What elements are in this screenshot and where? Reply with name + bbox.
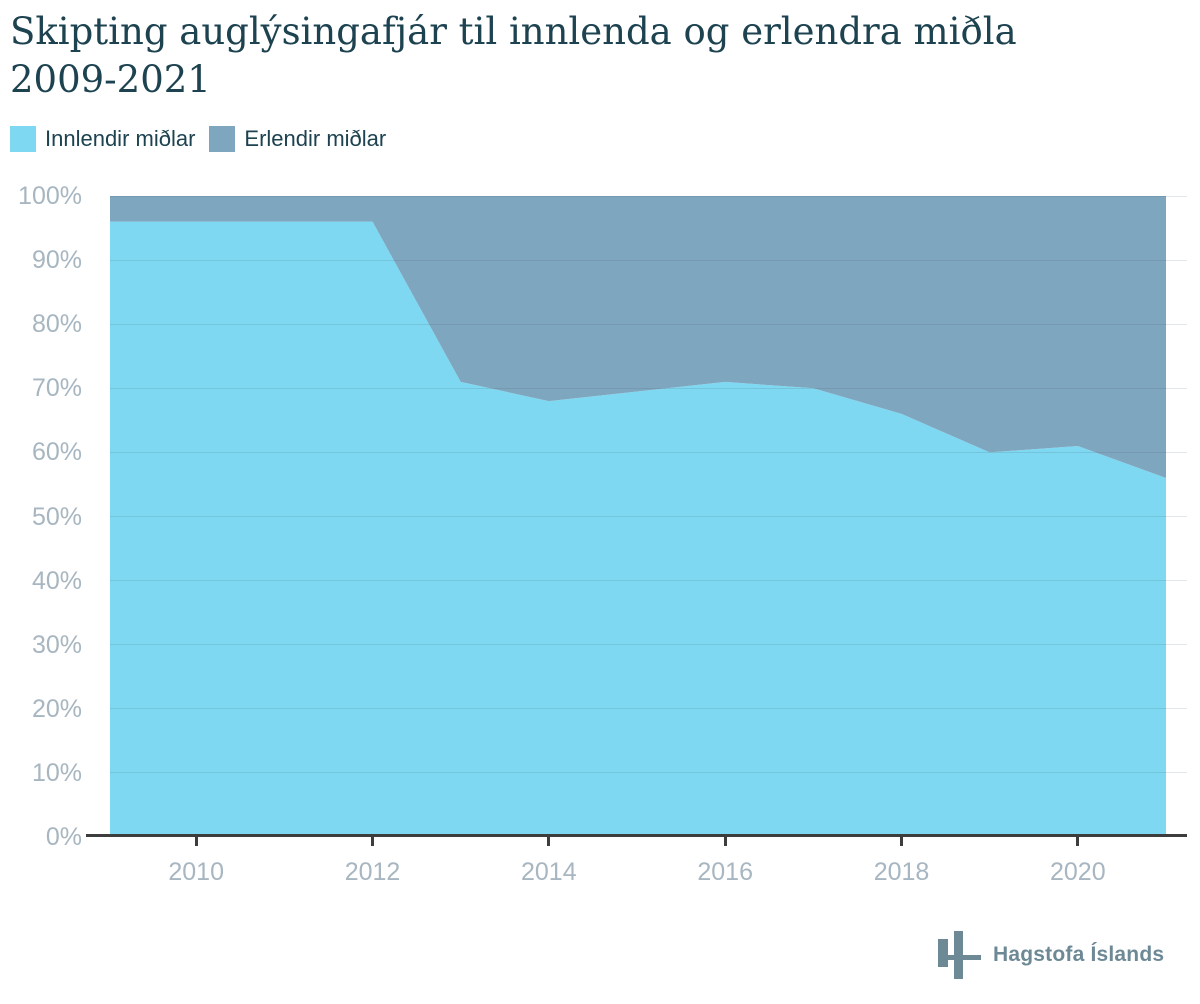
legend-label-innlendir: Innlendir miðlar — [45, 126, 196, 151]
x-axis-tick-2018 — [900, 837, 903, 846]
y-axis-label-0: 0% — [45, 823, 82, 851]
legend-swatch-innlendir-icon — [10, 126, 36, 152]
y-axis-label-90: 90% — [31, 246, 82, 275]
x-axis-label-2014: 2014 — [520, 858, 577, 886]
x-axis-label-2012: 2012 — [344, 858, 401, 886]
y-axis-label-30: 30% — [31, 630, 82, 659]
x-axis-label-2018: 2018 — [873, 858, 930, 886]
gridline-100 — [110, 195, 1187, 197]
brand-logo: Hagstofa Íslands — [933, 928, 1164, 982]
legend-item-erlendir: Erlendir miðlar — [209, 126, 386, 152]
y-axis-label-80: 80% — [31, 310, 82, 339]
gridline-50 — [110, 516, 1187, 517]
gridline-30 — [110, 644, 1187, 646]
y-axis-label-60: 60% — [31, 438, 82, 467]
x-axis-label-2016: 2016 — [697, 858, 753, 886]
gridline-90 — [110, 259, 1187, 261]
x-axis-tick-2014 — [547, 837, 551, 846]
x-axis-tick-2016 — [723, 837, 727, 846]
y-axis-label-100: 100% — [18, 182, 82, 210]
chart-title: Skipting auglýsingafjár til innlenda og … — [10, 8, 1170, 104]
brand-label: Hagstofa Íslands — [993, 943, 1165, 966]
chart-title-line-1: Skipting auglýsingafjár til innlenda og … — [10, 10, 1017, 53]
x-axis-tick-2012 — [371, 837, 374, 846]
gridline-20 — [110, 708, 1187, 710]
gridline-40 — [110, 580, 1187, 582]
x-axis-label-2010: 2010 — [168, 858, 224, 886]
legend-swatch-erlendir-icon — [209, 126, 236, 152]
y-axis-label-40: 40% — [31, 566, 82, 595]
plot-area — [110, 195, 1187, 837]
gridline-70 — [110, 387, 1187, 389]
legend-item-innlendir: Innlendir miðlar — [10, 126, 195, 152]
x-axis-line — [86, 834, 1187, 837]
area-series-erlendir — [110, 196, 1166, 478]
gridline-10 — [110, 772, 1187, 774]
y-axis-label-20: 20% — [31, 694, 82, 723]
gridline-60 — [110, 451, 1187, 453]
y-axis-label-10: 10% — [31, 758, 82, 787]
hagstofa-logo-icon — [933, 929, 981, 981]
x-axis-tick-2010 — [194, 837, 198, 846]
legend: Innlendir miðlar Erlendir miðlar — [10, 125, 386, 153]
x-axis-tick-2020 — [1076, 837, 1080, 846]
legend-label-erlendir: Erlendir miðlar — [244, 126, 387, 151]
y-axis-label-50: 50% — [31, 502, 82, 531]
y-axis-label-70: 70% — [31, 374, 82, 403]
stacked-area-chart — [110, 196, 1166, 837]
chart-title-line-2: 2009-2021 — [10, 58, 211, 101]
x-axis-label-2020: 2020 — [1049, 858, 1106, 886]
gridline-80 — [110, 323, 1187, 325]
area-series-innlendir — [110, 221, 1166, 837]
